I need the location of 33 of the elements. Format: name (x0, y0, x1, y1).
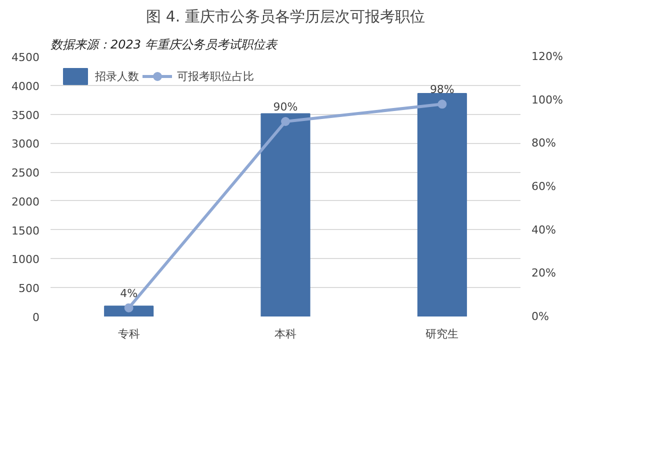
y2-tick-label: 100% (532, 93, 563, 106)
data-label: 4% (120, 286, 138, 300)
source-note: 数据来源：2023 年重庆公务员考试职位表 (50, 38, 278, 52)
y2-tick-label: 60% (532, 180, 556, 193)
point (438, 100, 447, 109)
y2-tick-label: 40% (532, 223, 556, 236)
y-tick-label: 2000 (12, 195, 40, 208)
y-tick-label: 0 (32, 311, 40, 324)
legend-label: 招录人数 (95, 68, 139, 84)
point (124, 303, 134, 312)
x-tick-label: 专科 (118, 328, 140, 340)
point (281, 117, 290, 126)
y-tick-label: 4500 (12, 51, 40, 64)
y2-tick-label: 0% (532, 310, 549, 323)
bar (260, 113, 310, 316)
y2-tick-label: 80% (532, 136, 556, 150)
y-tick-label: 3000 (12, 138, 40, 151)
legend-label: 可报考职位占比 (177, 68, 254, 84)
x-tick-label: 研究生 (426, 328, 459, 340)
y-tick-label: 4000 (12, 80, 40, 93)
y-tick-label: 500 (18, 282, 40, 296)
y-tick-label: 2500 (12, 166, 40, 180)
y-tick-label: 3500 (12, 108, 40, 122)
bar (104, 306, 154, 316)
y-tick-label: 1000 (12, 253, 40, 266)
y-tick-label: 1500 (12, 224, 40, 238)
y2-tick-label: 20% (532, 266, 556, 280)
data-label: 90% (273, 100, 298, 114)
bar (417, 92, 467, 316)
data-label: 98% (430, 83, 454, 96)
x-tick-label: 本科 (274, 328, 296, 340)
chart-title: 图 4. 重庆市公务员各学历层次可报考职位 (146, 8, 425, 26)
y2-tick-label: 120% (532, 50, 563, 63)
